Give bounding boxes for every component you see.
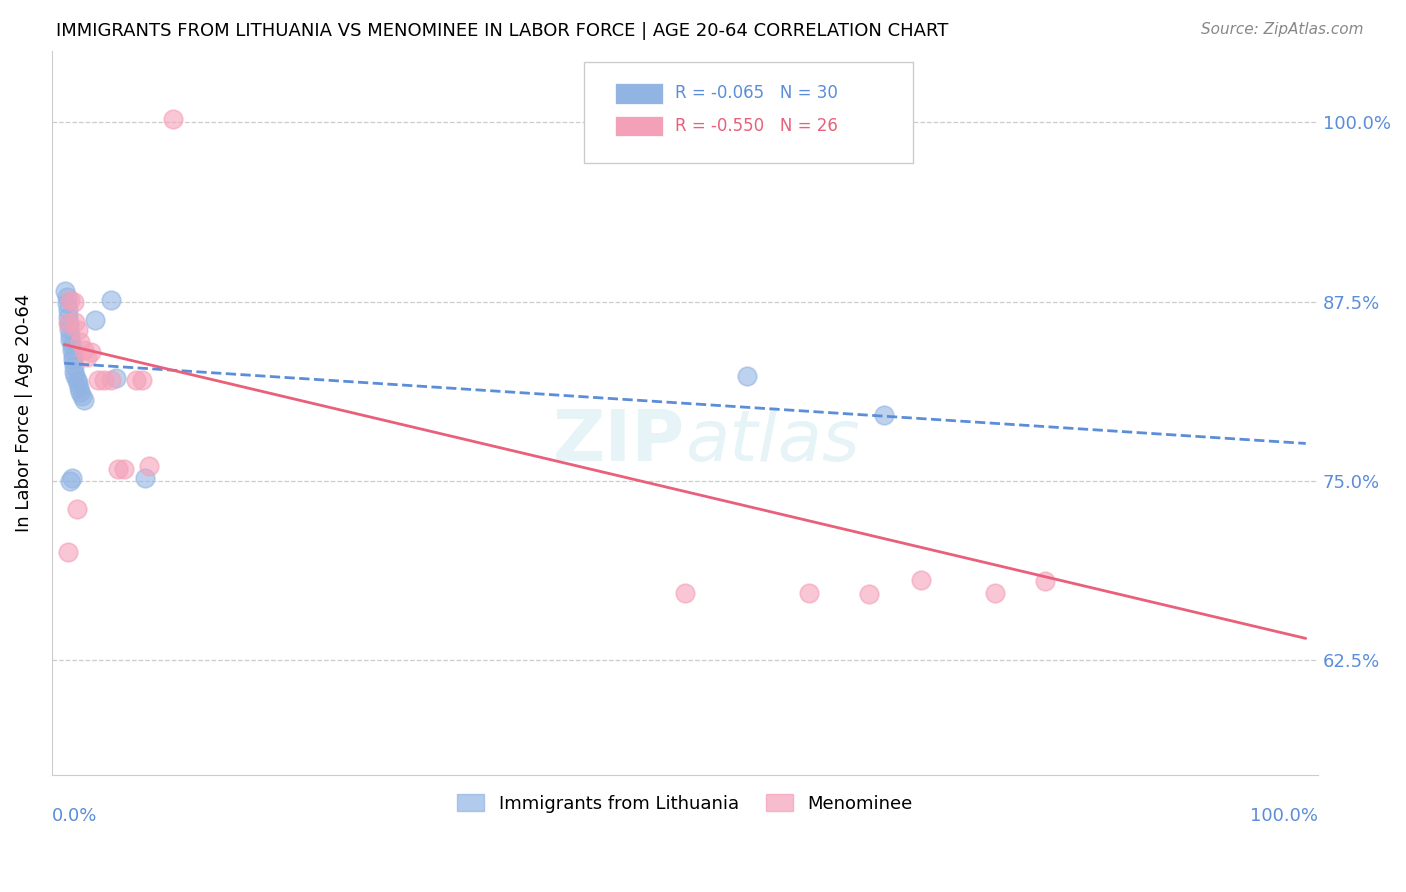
Point xyxy=(105,370,128,384)
Point xyxy=(984,585,1007,599)
Point xyxy=(59,333,82,347)
Point xyxy=(63,359,86,373)
Text: ZIP: ZIP xyxy=(553,407,685,476)
FancyBboxPatch shape xyxy=(616,116,664,136)
Legend: Immigrants from Lithuania, Menominee: Immigrants from Lithuania, Menominee xyxy=(450,787,920,820)
Point xyxy=(59,293,82,307)
Point xyxy=(65,315,87,329)
Point xyxy=(93,373,115,387)
Y-axis label: In Labor Force | Age 20-64: In Labor Force | Age 20-64 xyxy=(15,293,32,532)
Point xyxy=(59,327,82,342)
Point xyxy=(131,373,153,387)
Text: atlas: atlas xyxy=(685,407,859,476)
Point xyxy=(67,380,90,394)
Text: Source: ZipAtlas.com: Source: ZipAtlas.com xyxy=(1201,22,1364,37)
Point xyxy=(84,313,107,327)
Point xyxy=(910,573,932,587)
Point xyxy=(134,471,156,485)
FancyBboxPatch shape xyxy=(583,62,912,163)
Point xyxy=(56,310,79,325)
Point xyxy=(76,351,98,365)
Point xyxy=(59,474,82,488)
Point xyxy=(100,373,122,387)
Point xyxy=(673,585,696,599)
Point xyxy=(80,344,103,359)
Point xyxy=(112,462,135,476)
Point xyxy=(56,545,79,559)
Point xyxy=(107,462,129,476)
Point xyxy=(125,373,148,387)
Point xyxy=(138,459,160,474)
Point xyxy=(62,349,84,363)
Text: 100.0%: 100.0% xyxy=(1250,807,1319,825)
Point xyxy=(1033,574,1056,588)
Point xyxy=(86,373,108,387)
Point xyxy=(73,393,96,408)
Point xyxy=(872,408,894,422)
Point xyxy=(735,369,758,384)
Text: IMMIGRANTS FROM LITHUANIA VS MENOMINEE IN LABOR FORCE | AGE 20-64 CORRELATION CH: IMMIGRANTS FROM LITHUANIA VS MENOMINEE I… xyxy=(56,22,949,40)
Point xyxy=(162,112,184,127)
Point xyxy=(65,373,87,387)
Point xyxy=(60,471,83,485)
Point xyxy=(63,294,86,309)
Point xyxy=(58,322,80,336)
Point xyxy=(55,296,77,310)
Point xyxy=(73,343,96,358)
Point xyxy=(56,303,79,318)
FancyBboxPatch shape xyxy=(616,83,664,103)
Point xyxy=(55,290,77,304)
Text: 0.0%: 0.0% xyxy=(52,807,97,825)
Point xyxy=(66,376,89,391)
Text: R = -0.550   N = 26: R = -0.550 N = 26 xyxy=(675,117,838,135)
Point xyxy=(63,365,86,379)
Point xyxy=(60,343,83,358)
Point xyxy=(65,369,87,384)
Point xyxy=(60,337,83,351)
Point xyxy=(858,587,880,601)
Point xyxy=(69,384,91,399)
Point xyxy=(62,353,84,368)
Point xyxy=(58,316,80,330)
Point xyxy=(70,389,93,403)
Point xyxy=(55,285,77,299)
Text: R = -0.065   N = 30: R = -0.065 N = 30 xyxy=(675,85,838,103)
Point xyxy=(56,316,79,330)
Point xyxy=(66,323,89,337)
Point xyxy=(797,585,820,599)
Point xyxy=(65,502,87,516)
Point xyxy=(100,293,122,307)
Point xyxy=(69,334,91,349)
